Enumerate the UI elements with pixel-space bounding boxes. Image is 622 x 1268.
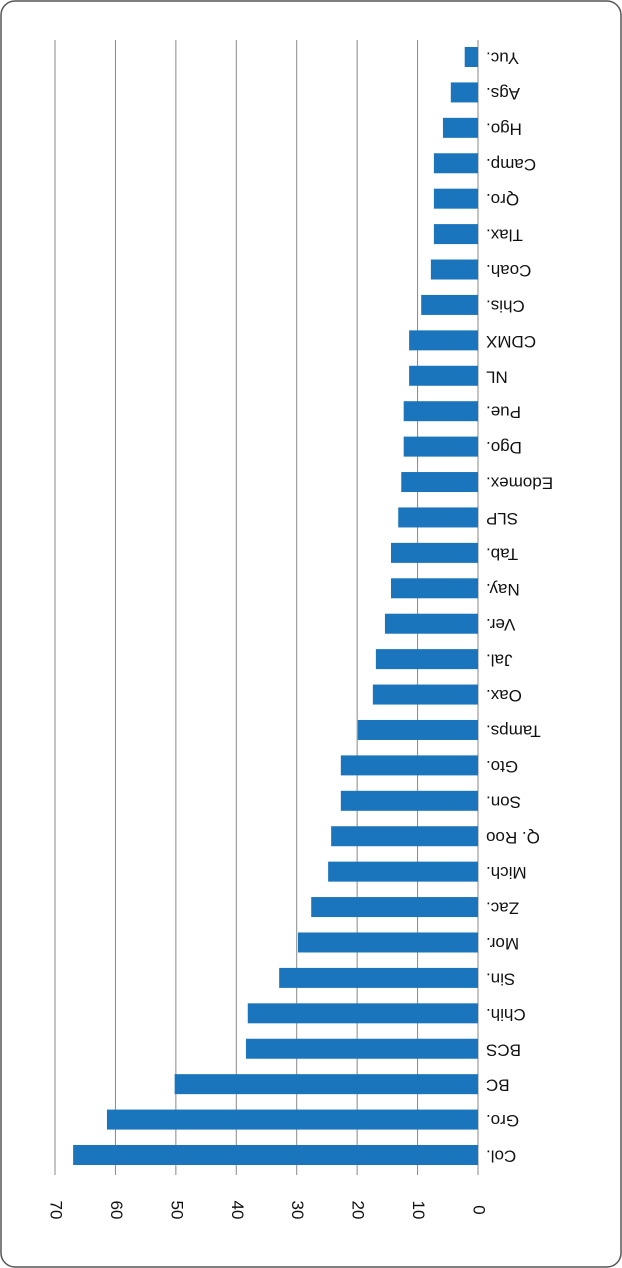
bar: [340, 790, 478, 811]
bar: [421, 294, 478, 315]
x-tick-label: 50: [167, 1201, 186, 1220]
y-tick-label: Tamps.: [486, 721, 541, 740]
bar: [403, 436, 478, 457]
y-tick-label: BC: [486, 1076, 510, 1095]
bar: [430, 259, 478, 280]
bar: [357, 719, 478, 740]
x-tick-label: 60: [107, 1201, 126, 1220]
y-tick-label: BCS: [486, 1040, 521, 1059]
y-tick-label: Chis.: [486, 296, 525, 315]
y-tick-label: Son.: [486, 792, 521, 811]
y-tick-label: Hgo.: [486, 119, 522, 138]
y-tick-label: Edomex.: [486, 474, 553, 493]
y-tick-label: Jal.: [486, 651, 512, 670]
y-tick-label: Pue.: [486, 403, 521, 422]
y-tick-label: Tab.: [486, 544, 518, 563]
bar: [247, 1003, 478, 1024]
y-tick-label: CDMX: [486, 332, 536, 351]
y-tick-label: Camp.: [486, 155, 536, 174]
y-tick-label: NL: [486, 367, 508, 386]
y-tick-label: Qro.: [486, 190, 519, 209]
bar: [174, 1074, 478, 1095]
bar: [311, 897, 478, 918]
bar: [450, 82, 478, 103]
y-tick-label: Oax.: [486, 686, 522, 705]
y-tick-label: Chih.: [486, 1005, 526, 1024]
bar: [390, 542, 478, 563]
bar: [73, 1145, 478, 1165]
x-tick-label: 20: [349, 1201, 368, 1220]
y-tick-label: Ags.: [486, 84, 520, 103]
bar: [464, 47, 478, 67]
y-tick-label: Coah.: [486, 261, 531, 280]
bar: [106, 1109, 478, 1130]
bar: [328, 861, 478, 882]
x-tick-label: 40: [228, 1201, 247, 1220]
y-tick-label: Mor.: [486, 934, 519, 953]
bar: [375, 649, 478, 670]
bar: [398, 507, 478, 528]
bar: [390, 578, 478, 599]
bar: [433, 188, 478, 209]
y-tick-label: Tlax.: [486, 226, 523, 245]
bar: [340, 755, 478, 776]
bar: [433, 153, 478, 174]
bar: [403, 401, 478, 422]
bar: [297, 932, 478, 953]
y-tick-label: Dgo.: [486, 438, 522, 457]
bar: [409, 365, 478, 386]
y-tick-label: Zac.: [486, 899, 519, 918]
x-tick-label: 0: [470, 1205, 489, 1214]
y-tick-label: Ver.: [486, 615, 515, 634]
y-tick-label: Col.: [486, 1147, 516, 1166]
bar: [279, 967, 478, 988]
x-tick-label: 10: [409, 1201, 428, 1220]
bar: [442, 117, 478, 138]
x-tick-label: 30: [288, 1201, 307, 1220]
y-tick-label: Sin.: [486, 969, 515, 988]
bar: [331, 826, 478, 847]
bar: [384, 613, 478, 634]
x-tick-label: 70: [47, 1201, 66, 1220]
y-tick-label: SLP: [486, 509, 518, 528]
y-tick-label: Nay.: [486, 580, 520, 599]
bar: [401, 472, 478, 493]
bar: [433, 224, 478, 245]
bar: [409, 330, 478, 351]
y-tick-label: Yuc.: [486, 49, 519, 68]
y-tick-label: Q. Roo: [486, 828, 540, 847]
y-tick-label: Gto.: [486, 757, 518, 776]
y-tick-label: Gro.: [486, 1111, 519, 1130]
bar: [245, 1038, 478, 1059]
bar: [372, 684, 478, 705]
y-tick-label: Mich.: [486, 863, 527, 882]
